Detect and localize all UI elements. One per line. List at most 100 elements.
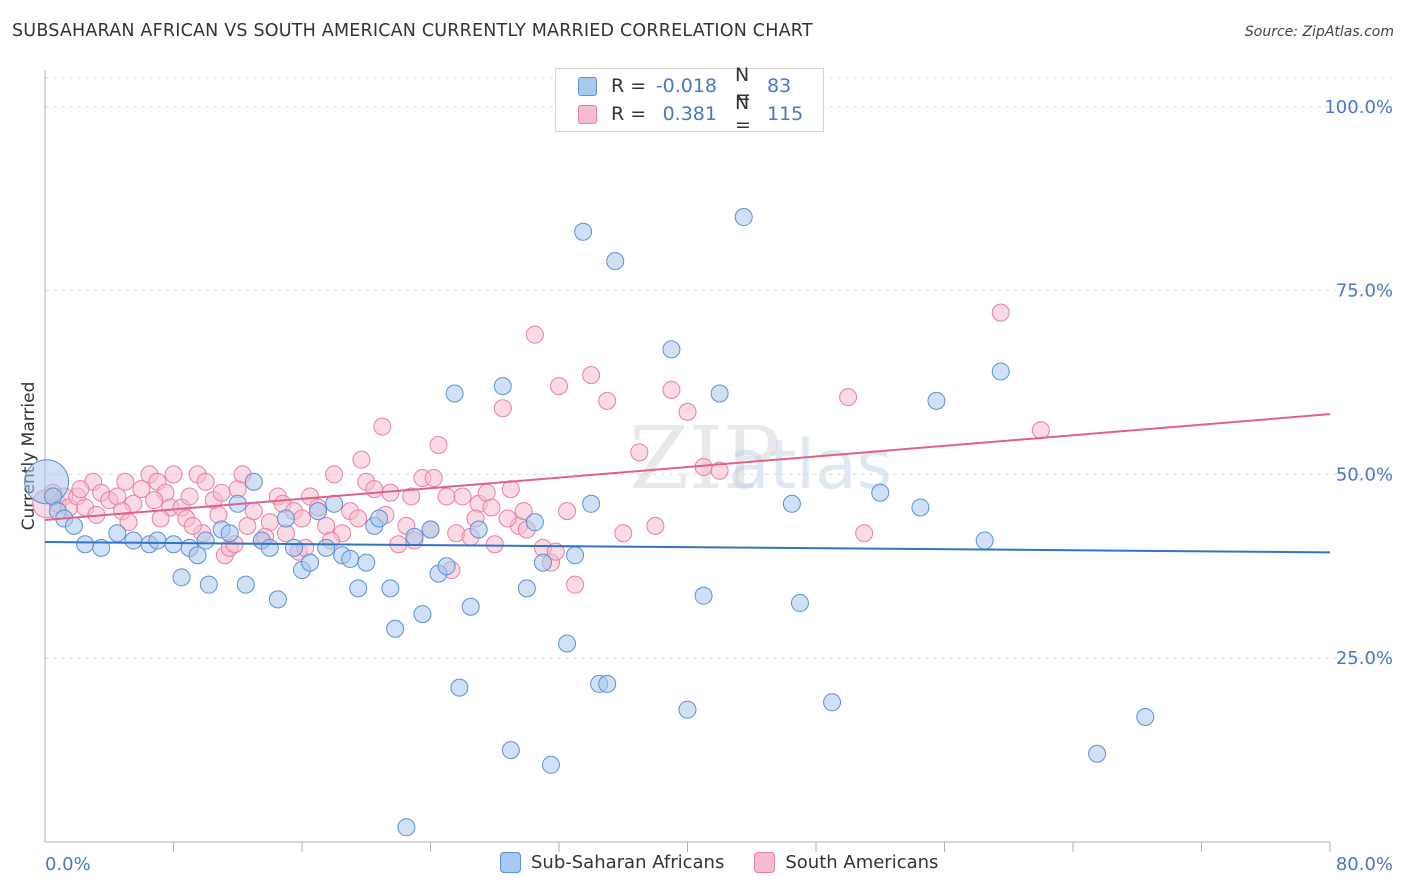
point-sub-saharan [558, 634, 577, 653]
point-south-american [485, 535, 504, 554]
point-sub-saharan [341, 549, 360, 568]
point-south-american [212, 483, 231, 502]
point-sub-saharan [357, 553, 376, 572]
point-south-american [839, 388, 858, 407]
point-sub-saharan [188, 546, 207, 565]
point-sub-saharan [196, 531, 215, 550]
point-south-american [558, 502, 577, 521]
point-sub-saharan [694, 586, 713, 605]
point-sub-saharan [124, 531, 143, 550]
point-south-american [646, 516, 665, 535]
point-sub-saharan [501, 741, 520, 760]
point-sub-saharan [148, 531, 167, 550]
point-sub-saharan [541, 755, 560, 774]
point-sub-saharan [606, 252, 625, 271]
point-south-american [429, 435, 448, 454]
point-south-american [566, 575, 585, 594]
point-sub-saharan [598, 674, 617, 693]
point-sub-saharan [172, 568, 191, 587]
point-sub-saharan [108, 524, 127, 543]
legend-item-sub-saharan[interactable]: Sub-Saharan Africans [500, 852, 724, 873]
point-sub-saharan [370, 509, 389, 528]
point-south-american [196, 472, 215, 491]
point-south-american [349, 509, 368, 528]
point-south-american [453, 487, 472, 506]
point-south-american [710, 461, 729, 480]
point-south-american [373, 417, 392, 436]
point-sub-saharan [461, 597, 480, 616]
y-tick-label: 50.0% [1336, 464, 1393, 485]
point-south-american [525, 325, 544, 344]
point-sub-saharan [678, 700, 697, 719]
point-sub-saharan [284, 538, 303, 557]
point-south-american [132, 480, 151, 499]
legend-label: Sub-Saharan Africans [531, 852, 725, 873]
y-tick-label: 75.0% [1336, 281, 1393, 302]
watermark-atlas: atlas [728, 426, 892, 505]
point-sub-saharan [381, 579, 400, 598]
point-sub-saharan [525, 513, 544, 532]
legend-swatch-blue [578, 76, 597, 96]
point-sub-saharan [301, 553, 320, 572]
point-south-american [209, 505, 228, 524]
point-south-american [325, 465, 344, 484]
point-south-american [582, 366, 601, 385]
y-tick-label: 100.0% [1324, 97, 1393, 118]
point-south-american [614, 524, 633, 543]
point-sub-saharan [566, 546, 585, 565]
point-sub-saharan [782, 494, 801, 513]
x-tick-label-min: 0.0% [45, 854, 91, 875]
legend-n-value: 115 [767, 103, 804, 125]
correlation-legend: R = -0.018 N = 83 R = 0.381 N = 115 [555, 64, 824, 136]
x-tick-label-max: 80.0% [1336, 854, 1393, 875]
trendline-south-american [44, 413, 1331, 521]
point-south-american [662, 380, 681, 399]
legend-swatch-pink [578, 104, 597, 124]
point-sub-saharan [734, 208, 753, 227]
point-sub-saharan [405, 527, 424, 546]
point-south-american [482, 498, 501, 517]
point-south-american [514, 502, 533, 521]
legend-row-south-american: R = 0.381 N = 115 [578, 92, 804, 136]
y-tick-label: 25.0% [1336, 648, 1393, 669]
point-sub-saharan [349, 579, 368, 598]
point-south-american [71, 480, 90, 499]
point-sub-saharan [927, 391, 946, 410]
legend-swatch-pink [754, 852, 776, 873]
point-south-american [501, 480, 520, 499]
point-south-american [116, 472, 135, 491]
point-sub-saharan [450, 678, 469, 697]
legend-r-label: R = [611, 75, 647, 97]
point-sub-saharan [268, 590, 287, 609]
chart-title: SUBSAHARAN AFRICAN VS SOUTH AMERICAN CUR… [12, 21, 813, 41]
point-sub-saharan [823, 693, 842, 712]
point-south-american [352, 450, 371, 469]
point-sub-saharan [533, 553, 552, 572]
legend-item-south-american[interactable]: South Americans [754, 852, 938, 873]
point-south-american [493, 399, 512, 418]
point-south-american [424, 469, 443, 488]
point-sub-saharan [469, 520, 488, 539]
point-south-american [498, 509, 517, 528]
point-sub-saharan [260, 538, 279, 557]
point-south-american [1031, 421, 1050, 440]
point-sub-saharan [325, 494, 344, 513]
point-south-american [991, 303, 1010, 322]
point-south-american [678, 402, 697, 421]
point-sub-saharan [493, 377, 512, 396]
point-south-american [630, 443, 649, 462]
point-sub-saharan [386, 619, 405, 638]
point-sub-saharan [975, 531, 994, 550]
point-south-american [598, 391, 617, 410]
legend-row-sub-saharan: R = -0.018 N = 83 [578, 64, 791, 108]
point-sub-saharan [517, 579, 536, 598]
point-south-american [402, 487, 421, 506]
legend-r-value: 0.381 [662, 103, 717, 125]
point-south-american [550, 377, 568, 396]
point-sub-saharan [991, 362, 1010, 381]
point-south-american [293, 509, 311, 528]
point-south-american [151, 509, 170, 528]
point-sub-saharan [421, 520, 440, 539]
point-south-american [855, 524, 874, 543]
